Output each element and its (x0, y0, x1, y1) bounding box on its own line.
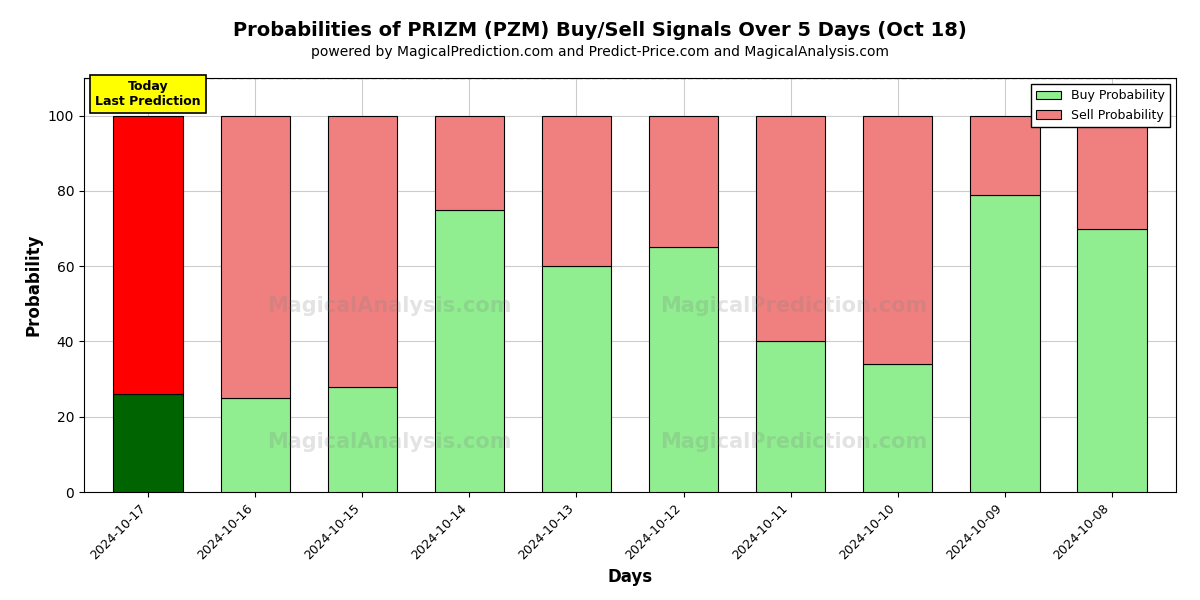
Bar (970, 116, 1039, 194)
Bar (649, 116, 719, 247)
X-axis label: Days: Days (607, 568, 653, 586)
Bar (328, 386, 397, 492)
Bar (1076, 116, 1146, 229)
Bar (328, 116, 397, 386)
Bar (434, 116, 504, 210)
Y-axis label: Probability: Probability (24, 234, 42, 336)
Text: Probabilities of PRIZM (PZM) Buy/Sell Signals Over 5 Days (Oct 18): Probabilities of PRIZM (PZM) Buy/Sell Si… (233, 21, 967, 40)
Bar (1076, 229, 1146, 492)
Bar (541, 116, 611, 266)
Text: MagicalAnalysis.com: MagicalAnalysis.com (268, 296, 512, 316)
Bar (541, 266, 611, 492)
Text: MagicalPrediction.com: MagicalPrediction.com (660, 433, 928, 452)
Bar (756, 116, 826, 341)
Bar (863, 116, 932, 364)
Bar (221, 398, 290, 492)
Bar (863, 364, 932, 492)
Bar (649, 247, 719, 492)
Bar (114, 116, 184, 394)
Text: MagicalAnalysis.com: MagicalAnalysis.com (268, 433, 512, 452)
Bar (434, 210, 504, 492)
Bar (221, 116, 290, 398)
Text: powered by MagicalPrediction.com and Predict-Price.com and MagicalAnalysis.com: powered by MagicalPrediction.com and Pre… (311, 45, 889, 59)
Legend: Buy Probability, Sell Probability: Buy Probability, Sell Probability (1031, 84, 1170, 127)
Bar (970, 194, 1039, 492)
Bar (756, 341, 826, 492)
Bar (114, 394, 184, 492)
Text: Today
Last Prediction: Today Last Prediction (96, 80, 202, 108)
Text: MagicalPrediction.com: MagicalPrediction.com (660, 296, 928, 316)
